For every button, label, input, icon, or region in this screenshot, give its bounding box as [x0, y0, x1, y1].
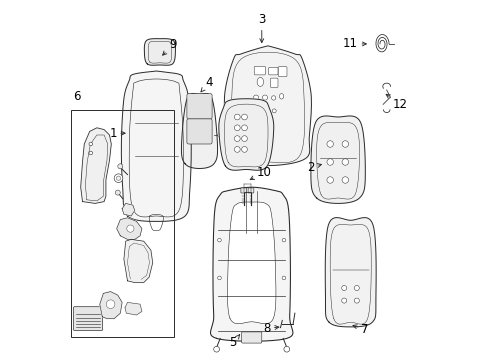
Circle shape — [106, 300, 115, 309]
Ellipse shape — [279, 94, 283, 99]
Circle shape — [116, 176, 121, 180]
FancyBboxPatch shape — [73, 307, 102, 330]
Polygon shape — [224, 46, 311, 166]
Polygon shape — [227, 202, 275, 324]
Text: 12: 12 — [386, 94, 407, 111]
FancyBboxPatch shape — [247, 188, 253, 193]
Circle shape — [126, 225, 134, 232]
Polygon shape — [210, 187, 292, 341]
Circle shape — [89, 151, 92, 155]
Circle shape — [272, 109, 276, 113]
FancyBboxPatch shape — [241, 332, 261, 343]
Circle shape — [326, 159, 333, 165]
Polygon shape — [121, 71, 191, 221]
Polygon shape — [310, 116, 365, 203]
Circle shape — [326, 141, 333, 147]
Circle shape — [341, 298, 346, 303]
Circle shape — [354, 298, 359, 303]
Circle shape — [241, 147, 247, 152]
Circle shape — [326, 177, 333, 183]
Circle shape — [213, 346, 219, 352]
Circle shape — [241, 136, 247, 141]
Circle shape — [257, 108, 261, 113]
Polygon shape — [125, 302, 142, 315]
Text: 5: 5 — [229, 335, 239, 349]
Polygon shape — [100, 292, 122, 319]
FancyBboxPatch shape — [186, 119, 212, 144]
Circle shape — [341, 285, 346, 291]
Circle shape — [253, 95, 258, 100]
FancyBboxPatch shape — [254, 66, 265, 75]
Text: 8: 8 — [263, 322, 278, 335]
Circle shape — [217, 276, 221, 280]
Polygon shape — [122, 203, 134, 216]
Circle shape — [234, 114, 240, 120]
Ellipse shape — [257, 77, 263, 86]
Text: 10: 10 — [250, 166, 271, 180]
Polygon shape — [81, 128, 111, 203]
FancyBboxPatch shape — [270, 78, 277, 87]
Text: 2: 2 — [306, 161, 321, 174]
Circle shape — [271, 96, 275, 100]
Circle shape — [234, 136, 240, 141]
Circle shape — [264, 108, 268, 113]
Circle shape — [282, 238, 285, 242]
Circle shape — [354, 285, 359, 291]
Text: 1: 1 — [109, 127, 125, 140]
Circle shape — [118, 164, 122, 169]
Circle shape — [115, 190, 120, 195]
FancyBboxPatch shape — [268, 67, 277, 75]
Circle shape — [89, 142, 92, 146]
Polygon shape — [144, 39, 175, 65]
FancyBboxPatch shape — [186, 94, 212, 119]
Circle shape — [241, 114, 247, 120]
Circle shape — [342, 141, 348, 147]
Circle shape — [342, 177, 348, 183]
Circle shape — [114, 174, 122, 183]
Text: 7: 7 — [352, 323, 368, 336]
Circle shape — [262, 95, 267, 100]
Circle shape — [342, 159, 348, 165]
Circle shape — [217, 238, 221, 242]
Circle shape — [241, 125, 247, 131]
Polygon shape — [123, 239, 152, 283]
Circle shape — [234, 125, 240, 131]
Circle shape — [218, 133, 222, 137]
Circle shape — [284, 346, 289, 352]
Polygon shape — [117, 218, 142, 239]
Polygon shape — [219, 99, 273, 170]
Circle shape — [234, 147, 240, 152]
Polygon shape — [181, 94, 217, 168]
Circle shape — [282, 276, 285, 280]
Polygon shape — [325, 217, 375, 327]
Text: 6: 6 — [73, 90, 81, 103]
FancyBboxPatch shape — [241, 188, 246, 193]
FancyBboxPatch shape — [278, 67, 286, 77]
Text: 11: 11 — [342, 37, 366, 50]
Text: 4: 4 — [201, 76, 212, 92]
Text: 9: 9 — [163, 39, 176, 55]
Text: 3: 3 — [258, 13, 265, 42]
